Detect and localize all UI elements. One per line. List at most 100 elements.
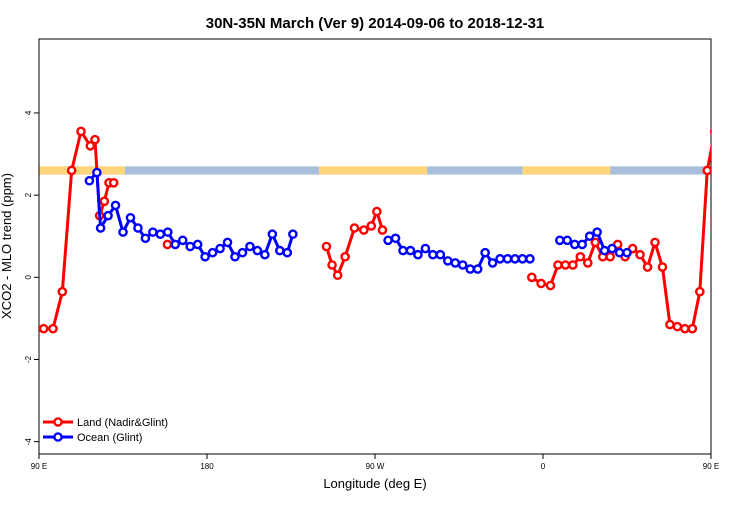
legend-marker: [53, 417, 63, 427]
data-point: [672, 321, 683, 332]
data-point: [605, 251, 616, 262]
data-point: [260, 249, 270, 260]
data-point: [730, 177, 737, 184]
data-point: [133, 223, 143, 233]
data-point: [66, 165, 77, 176]
data-point: [372, 206, 382, 217]
x-axis: 90 E 180 90 W 0 90 E: [31, 454, 719, 471]
data-point: [215, 243, 225, 254]
data-point: [709, 128, 711, 135]
data-point: [560, 260, 571, 270]
data-point: [442, 256, 453, 266]
data-point: [332, 270, 343, 281]
data-point: [140, 233, 151, 244]
data-point: [739, 198, 746, 205]
data-point: [614, 247, 625, 258]
data-point: [267, 229, 278, 239]
data-point: [230, 251, 240, 262]
x-tick-label: 0: [541, 462, 546, 471]
data-point: [472, 264, 483, 274]
data-point: [568, 260, 578, 270]
data-point: [737, 169, 744, 176]
data-point: [635, 249, 645, 260]
data-point: [413, 249, 423, 260]
data-point: [288, 229, 298, 239]
data-point: [583, 258, 593, 268]
land-ocean-band: [39, 166, 750, 175]
data-point: [527, 272, 537, 283]
land-band-segment: [711, 166, 750, 174]
land-band-segment: [319, 166, 428, 175]
x-tick-label: 180: [200, 462, 214, 471]
data-point: [57, 286, 68, 297]
data-point: [200, 251, 210, 262]
data-point: [562, 235, 573, 246]
data-point: [405, 245, 416, 256]
x-tick-label: 90 E: [31, 462, 47, 471]
data-point: [148, 227, 158, 237]
data-point: [274, 245, 285, 256]
data-point: [282, 247, 293, 258]
data-point: [657, 262, 668, 272]
data-point: [85, 141, 96, 151]
series-line: [733, 173, 750, 257]
data-point: [358, 225, 369, 235]
y-tick-label: 4: [24, 110, 33, 115]
data-point: [502, 254, 513, 264]
data-point: [745, 179, 750, 186]
x-tick-label: 90 E: [703, 462, 719, 471]
y-tick-label: -4: [24, 438, 33, 446]
data-point: [95, 223, 106, 233]
data-point: [517, 254, 528, 264]
data-point: [553, 260, 563, 270]
data-point: [687, 323, 698, 334]
data-point: [536, 278, 546, 289]
data-point: [162, 239, 173, 250]
x-axis-label: Longitude (deg E): [323, 476, 426, 491]
data-point: [599, 245, 610, 256]
data-point: [125, 212, 136, 223]
data-point: [327, 260, 337, 270]
data-point: [665, 319, 675, 330]
data-point: [340, 251, 350, 262]
data-point: [555, 235, 565, 246]
y-axis: -4 -2 0 2 4: [24, 110, 39, 445]
data-point: [108, 178, 119, 188]
legend-marker: [53, 432, 63, 442]
data-point: [495, 254, 505, 264]
data-point: [584, 231, 595, 242]
data-point: [321, 241, 332, 252]
data-point: [185, 241, 195, 252]
data-point: [76, 126, 86, 137]
y-tick-label: -2: [24, 355, 33, 363]
data-point: [170, 239, 181, 250]
data-point: [702, 165, 711, 176]
data-point: [510, 254, 520, 264]
data-point: [642, 262, 653, 272]
legend-label: Land (Nadir&Glint): [77, 417, 168, 429]
data-point: [245, 241, 255, 252]
data-point: [177, 235, 188, 246]
data-point: [577, 239, 588, 250]
data-point: [622, 247, 632, 258]
data-point: [545, 280, 556, 291]
chart-title: 30N-35N March (Ver 9) 2014-09-06 to 2018…: [206, 15, 545, 32]
legend-label: Ocean (Glint): [77, 432, 142, 444]
y-axis-label: XCO2 - MLO trend (ppm): [0, 173, 14, 319]
series-line: [530, 142, 711, 331]
data-point: [99, 196, 110, 207]
y-tick-label: 0: [24, 275, 33, 280]
data-point: [48, 323, 58, 334]
data-point: [222, 237, 233, 248]
data-point: [428, 249, 438, 260]
data-point: [420, 243, 431, 254]
data-point: [92, 167, 102, 178]
series-layer: [39, 126, 750, 334]
data-point: [435, 249, 446, 260]
data-point: [480, 247, 490, 258]
data-point: [607, 243, 617, 254]
data-point: [118, 227, 128, 237]
series-ocean: [84, 167, 750, 274]
